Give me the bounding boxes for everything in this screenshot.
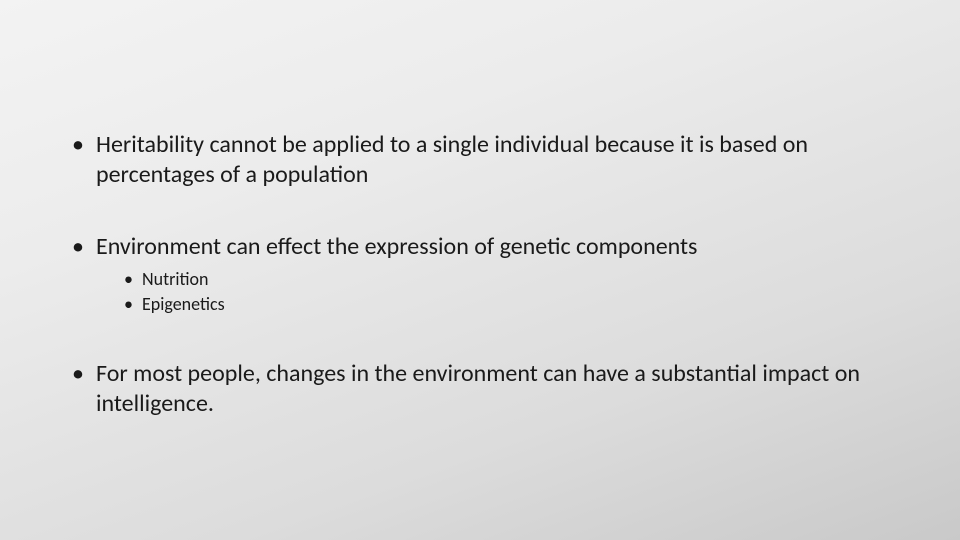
- sub-bullet-text: Nutrition: [142, 268, 209, 290]
- bullet-item: Environment can effect the expression of…: [72, 232, 888, 317]
- sub-bullet-text: Epigenetics: [142, 293, 225, 315]
- bullet-list: Heritability cannot be applied to a sing…: [72, 130, 888, 419]
- bullet-item: Heritability cannot be applied to a sing…: [72, 130, 888, 190]
- bullet-item: For most people, changes in the environm…: [72, 359, 888, 419]
- bullet-text: Heritability cannot be applied to a sing…: [96, 130, 808, 189]
- bullet-text: Environment can effect the expression of…: [96, 232, 697, 261]
- sub-bullet-list: Nutrition Epigenetics: [96, 268, 888, 317]
- sub-bullet-item: Nutrition: [124, 268, 888, 291]
- bullet-text: For most people, changes in the environm…: [96, 359, 860, 418]
- sub-bullet-item: Epigenetics: [124, 293, 888, 316]
- slide: Heritability cannot be applied to a sing…: [0, 0, 960, 540]
